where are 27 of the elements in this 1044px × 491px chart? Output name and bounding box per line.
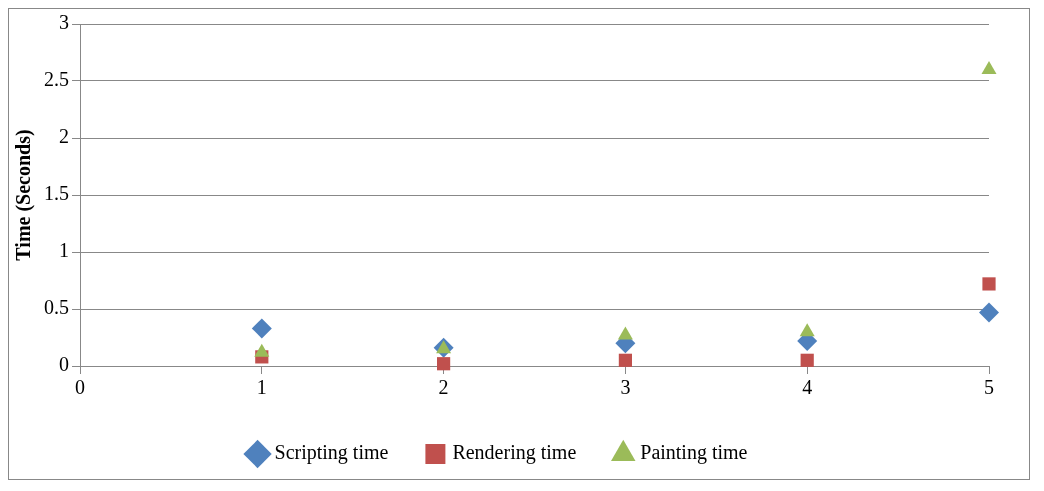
y-tick-label: 1.5 xyxy=(44,182,69,205)
x-tick-label: 1 xyxy=(256,376,267,399)
legend-label: Rendering time xyxy=(452,441,577,465)
y-tick-label: 1 xyxy=(59,239,69,262)
point xyxy=(254,343,270,357)
y-tick-label: 0 xyxy=(59,353,69,376)
x-tick-label: 4 xyxy=(802,376,813,399)
point xyxy=(617,326,633,340)
point xyxy=(981,60,997,74)
point xyxy=(982,277,996,291)
y-axis-title: Time (Seconds) xyxy=(12,129,36,261)
point xyxy=(799,323,815,337)
x-tick-label: 0 xyxy=(75,376,85,399)
y-tick-label: 0.5 xyxy=(44,296,69,319)
point xyxy=(800,353,814,367)
point xyxy=(979,302,999,323)
point xyxy=(437,357,451,371)
legend-label: Scripting time xyxy=(274,441,389,465)
y-tick-label: 3 xyxy=(59,11,69,34)
legend-label: Painting time xyxy=(640,441,748,465)
point xyxy=(618,353,632,367)
x-tick-label: 3 xyxy=(620,376,631,399)
y-tick-label: 2.5 xyxy=(44,68,69,91)
point xyxy=(251,318,272,339)
y-tick-label: 2 xyxy=(59,125,69,148)
x-tick-label: 2 xyxy=(438,376,449,399)
x-tick-label: 5 xyxy=(984,376,994,399)
